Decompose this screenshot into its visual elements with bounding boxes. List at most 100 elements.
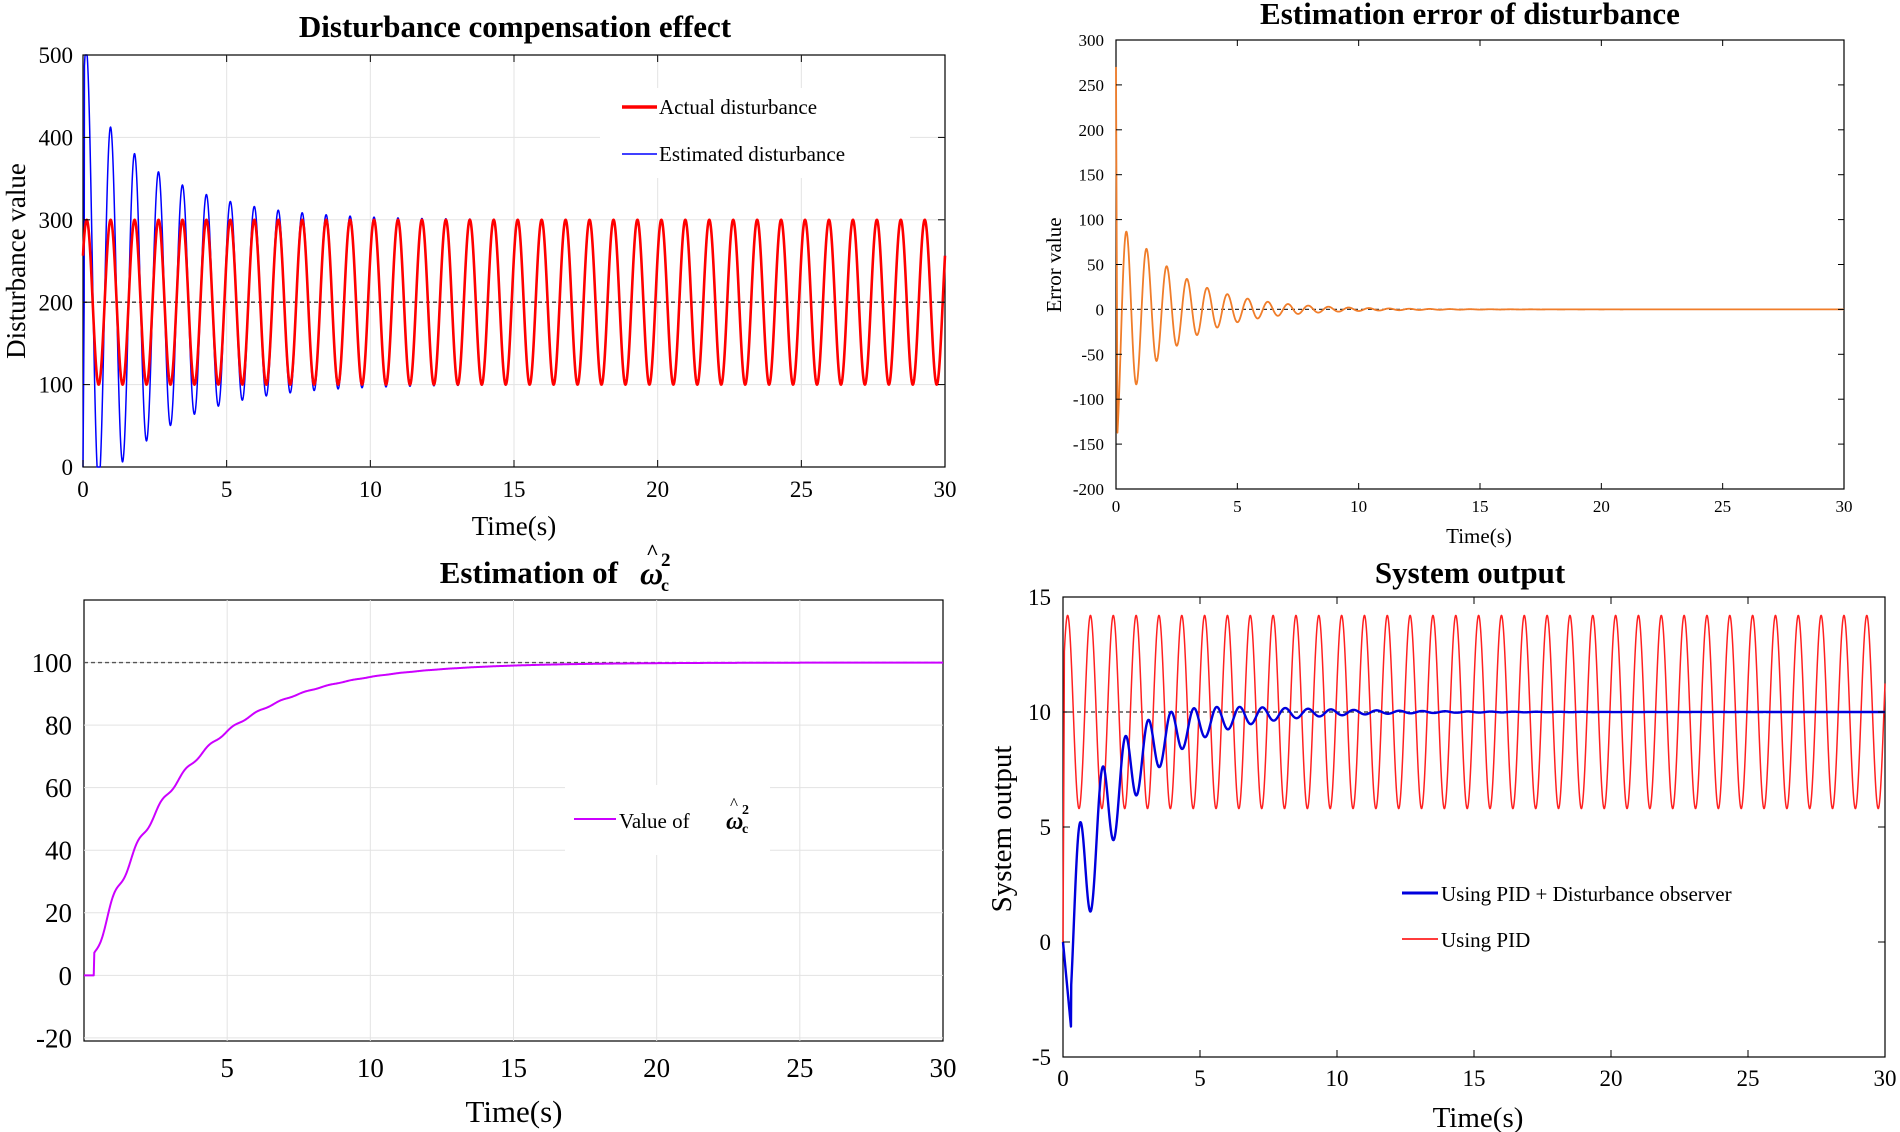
- x-tick-label: 0: [1112, 497, 1121, 516]
- y-tick-label: -50: [1081, 345, 1104, 364]
- panel4-ylabel: System output: [986, 746, 1018, 913]
- legend-pid-label: Using PID: [1441, 928, 1530, 952]
- x-tick-label: 30: [1874, 1066, 1897, 1091]
- y-tick-label: 15: [1028, 585, 1051, 610]
- panel3-legend: Value of ω ^ 2 c: [565, 785, 770, 855]
- x-tick-label: 15: [503, 477, 526, 502]
- panel3-series: [83, 661, 944, 977]
- legend-omega-hat: ^: [730, 794, 738, 813]
- x-tick-label: 5: [1194, 1066, 1206, 1091]
- x-tick-label: 0: [1057, 1066, 1069, 1091]
- y-tick-label: -5: [1032, 1045, 1051, 1070]
- x-tick-label: 30: [934, 477, 957, 502]
- x-tick-label: 25: [1714, 497, 1731, 516]
- x-tick-label: 25: [786, 1053, 813, 1083]
- x-tick-label: 25: [790, 477, 813, 502]
- panel3-title-hat: ^: [646, 539, 659, 564]
- panel1-ylabel: Disturbance value: [1, 163, 31, 359]
- y-tick-label: 0: [1040, 930, 1052, 955]
- legend-actual-label: Actual disturbance: [659, 95, 817, 119]
- panel1-legend: Actual disturbance Estimated disturbance: [600, 88, 910, 178]
- panel2-ticks: 0 5 10 15 20 25 30 -200 -150 -100 -50 0 50 100 150 200 2…: [1073, 31, 1853, 516]
- panel3-ticks: 5 10 15 20 25 30 -20 0 20 40 60 80 100: [32, 648, 957, 1083]
- x-tick-label: 15: [500, 1053, 527, 1083]
- y-tick-label: 50: [1087, 255, 1104, 274]
- y-tick-label: 100: [1079, 211, 1105, 230]
- x-tick-label: 30: [930, 1053, 957, 1083]
- y-tick-label: 5: [1040, 815, 1052, 840]
- panel1-xlabel: Time(s): [472, 511, 557, 541]
- panel4-title: System output: [1375, 555, 1566, 590]
- panel4-xlabel: Time(s): [1433, 1102, 1524, 1132]
- panel3-title-symbol: ω: [640, 555, 663, 591]
- y-tick-label: 100: [39, 373, 74, 398]
- x-tick-label: 10: [359, 477, 382, 502]
- panel1-title: Disturbance compensation effect: [299, 9, 732, 44]
- y-tick-label: 300: [1079, 31, 1105, 50]
- panel3-title: Estimation of ω ^ 2 c: [440, 539, 671, 595]
- legend-omega-label: Value of: [619, 809, 690, 833]
- x-tick-label: 10: [357, 1053, 384, 1083]
- panel3-title-superscript: 2: [661, 550, 671, 571]
- y-tick-label: -150: [1073, 435, 1104, 454]
- y-tick-label: -100: [1073, 390, 1104, 409]
- x-tick-label: 10: [1350, 497, 1367, 516]
- x-tick-label: 5: [221, 477, 233, 502]
- panel-estimation-error: Estimation error of disturbance 0 5 10 15 20…: [1042, 0, 1853, 548]
- y-tick-label: -200: [1073, 480, 1104, 499]
- y-tick-label: 80: [45, 711, 72, 741]
- y-tick-label: 100: [32, 648, 73, 678]
- series-estimation-error: [1115, 66, 1845, 434]
- x-tick-label: 5: [220, 1053, 234, 1083]
- panel2-plot-area: [1115, 39, 1845, 490]
- y-tick-label: -20: [36, 1023, 72, 1053]
- series-using-pid-dob: [1061, 705, 1886, 1028]
- panel3-title-subscript: c: [661, 575, 669, 595]
- panel-disturbance-compensation: Disturbance compensation effect 0 5 10 15 20…: [1, 9, 957, 541]
- x-tick-label: 15: [1463, 1066, 1486, 1091]
- panel2-xlabel: Time(s): [1446, 524, 1512, 548]
- panel4-series: [1061, 614, 1886, 1028]
- x-tick-label: 5: [1233, 497, 1242, 516]
- y-tick-label: 0: [59, 961, 73, 991]
- x-tick-label: 25: [1737, 1066, 1760, 1091]
- panel3-xlabel: Time(s): [465, 1094, 562, 1129]
- y-tick-label: 0: [1096, 300, 1105, 319]
- x-tick-label: 0: [77, 477, 89, 502]
- x-tick-label: 20: [643, 1053, 670, 1083]
- y-tick-label: 150: [1079, 166, 1105, 185]
- legend-omega-superscript: 2: [742, 803, 749, 818]
- panel2-title: Estimation error of disturbance: [1260, 0, 1680, 31]
- x-tick-label: 15: [1472, 497, 1489, 516]
- series-actual-disturbance: [81, 218, 947, 386]
- y-tick-label: 10: [1028, 700, 1051, 725]
- legend-estimated-label: Estimated disturbance: [659, 142, 845, 166]
- x-tick-label: 20: [1600, 1066, 1623, 1091]
- series-using-pid: [1062, 614, 1886, 943]
- legend-omega-subscript: c: [742, 822, 748, 837]
- y-tick-label: 60: [45, 773, 72, 803]
- legend-omega-symbol: ω: [726, 809, 743, 835]
- legend-pid-dob-label: Using PID + Disturbance observer: [1441, 882, 1732, 906]
- y-tick-label: 200: [1079, 121, 1105, 140]
- y-tick-label: 400: [39, 125, 74, 150]
- panel4-legend: Using PID + Disturbance observer Using P…: [1390, 870, 1820, 970]
- x-tick-label: 30: [1836, 497, 1853, 516]
- y-tick-label: 0: [62, 455, 74, 480]
- series-omega-value: [83, 661, 944, 977]
- y-tick-label: 500: [39, 43, 74, 68]
- y-tick-label: 20: [45, 898, 72, 928]
- panel2-ylabel: Error value: [1042, 217, 1066, 312]
- y-tick-label: 200: [39, 290, 74, 315]
- x-tick-label: 10: [1326, 1066, 1349, 1091]
- panel2-series: [1115, 66, 1845, 434]
- panel-omega-estimation: Estimation of ω ^ 2 c 5 10 15 20 25 30 -20 0 20 4…: [32, 539, 957, 1129]
- y-tick-label: 250: [1079, 76, 1105, 95]
- y-tick-label: 300: [39, 208, 74, 233]
- x-tick-label: 20: [646, 477, 669, 502]
- x-tick-label: 20: [1593, 497, 1610, 516]
